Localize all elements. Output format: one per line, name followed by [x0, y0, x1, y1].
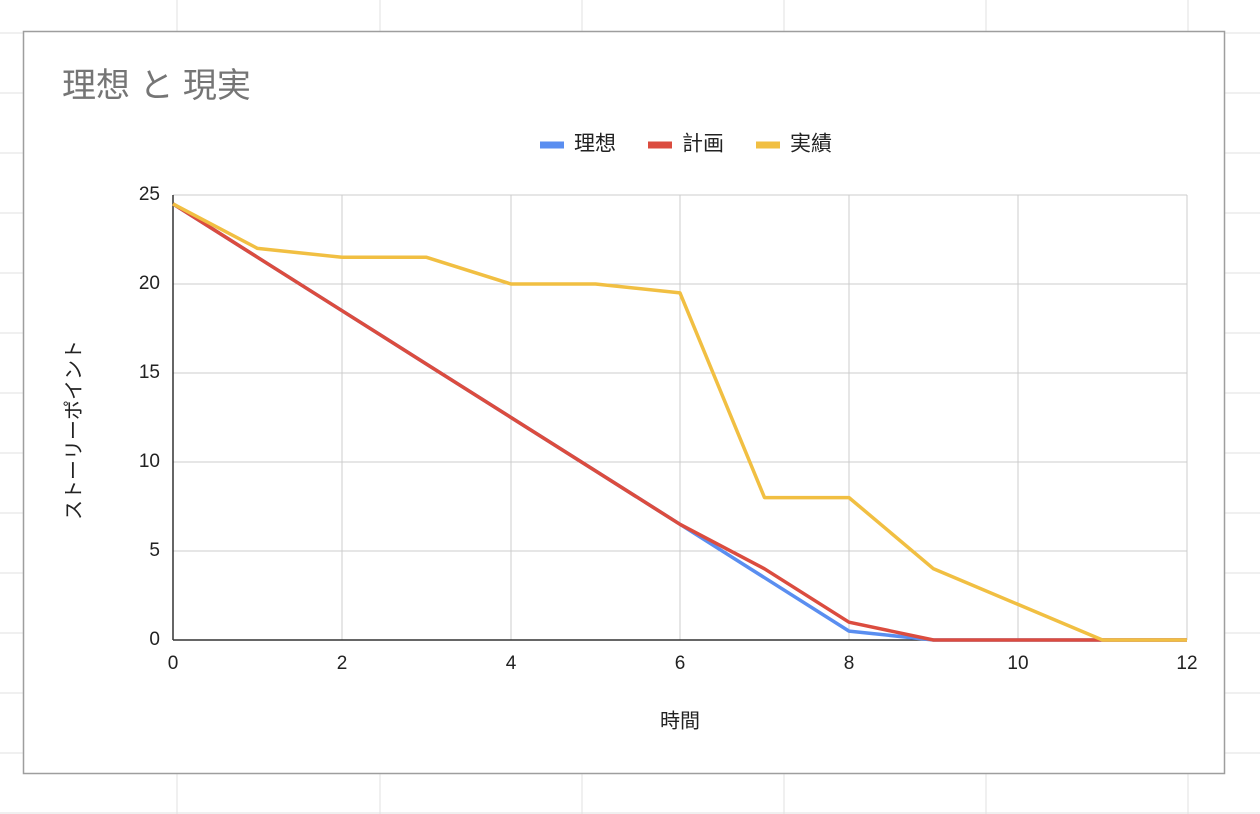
y-tick-label: 15 [139, 362, 160, 383]
legend-label: 計画 [682, 133, 724, 156]
y-axis-title: ストーリーポイント [62, 340, 85, 520]
y-tick-label: 25 [139, 184, 160, 205]
legend-label: 理想 [574, 133, 616, 156]
x-tick-label: 6 [675, 653, 686, 674]
x-tick-label: 0 [168, 653, 179, 674]
legend-label: 実績 [790, 133, 832, 156]
legend-swatch [540, 141, 564, 149]
x-tick-label: 4 [506, 653, 517, 674]
x-tick-label: 12 [1176, 653, 1197, 674]
y-tick-label: 10 [139, 451, 160, 472]
plot: 0 5 10 15 20 25 0 2 4 6 8 10 12 [139, 184, 1198, 674]
x-tick-label: 10 [1007, 653, 1028, 674]
y-tick-label: 5 [149, 540, 160, 561]
series-line [172, 202, 1187, 642]
x-tick-label: 2 [337, 653, 348, 674]
legend-swatch [756, 141, 780, 149]
y-tick-label: 20 [139, 273, 160, 294]
series-line [172, 202, 1187, 642]
legend-swatch [648, 141, 672, 149]
chart-title: 理想 と 現実 [62, 67, 251, 105]
x-tick-label: 8 [844, 653, 855, 674]
chart-frame[interactable] [22, 30, 1226, 775]
y-tick-label: 0 [149, 629, 160, 650]
x-axis-title: 時間 [660, 709, 700, 732]
